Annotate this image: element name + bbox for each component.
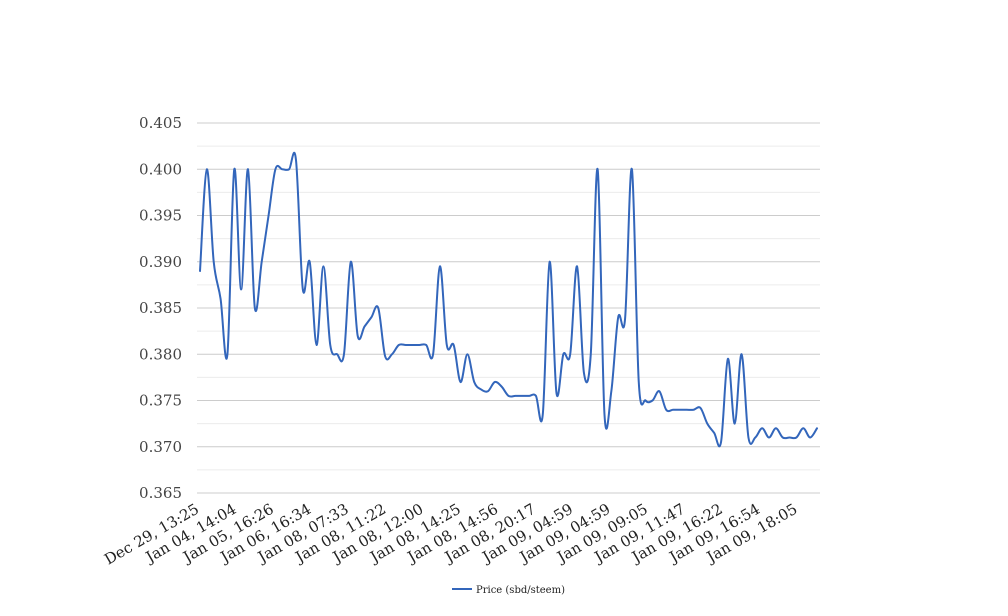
y-tick-label: 0.380 [139, 345, 182, 363]
y-tick-label: 0.365 [139, 484, 182, 502]
legend-label: Price (sbd/steem) [476, 585, 565, 596]
grid-lines [197, 122, 820, 494]
y-tick-label: 0.385 [139, 299, 182, 317]
y-tick-label: 0.400 [139, 160, 182, 178]
y-tick-label: 0.375 [139, 392, 182, 410]
series-line-price [199, 151, 818, 448]
y-tick-label: 0.395 [139, 207, 182, 225]
y-tick-label: 0.405 [139, 114, 182, 132]
legend: Price (sbd/steem) [452, 585, 565, 596]
plot-area [199, 151, 818, 448]
y-tick-label: 0.390 [139, 253, 182, 271]
y-axis-ticks: 0.365 0.370 0.375 0.380 0.385 0.390 0.395 0.400… [139, 114, 182, 502]
y-tick-label: 0.370 [139, 438, 182, 456]
